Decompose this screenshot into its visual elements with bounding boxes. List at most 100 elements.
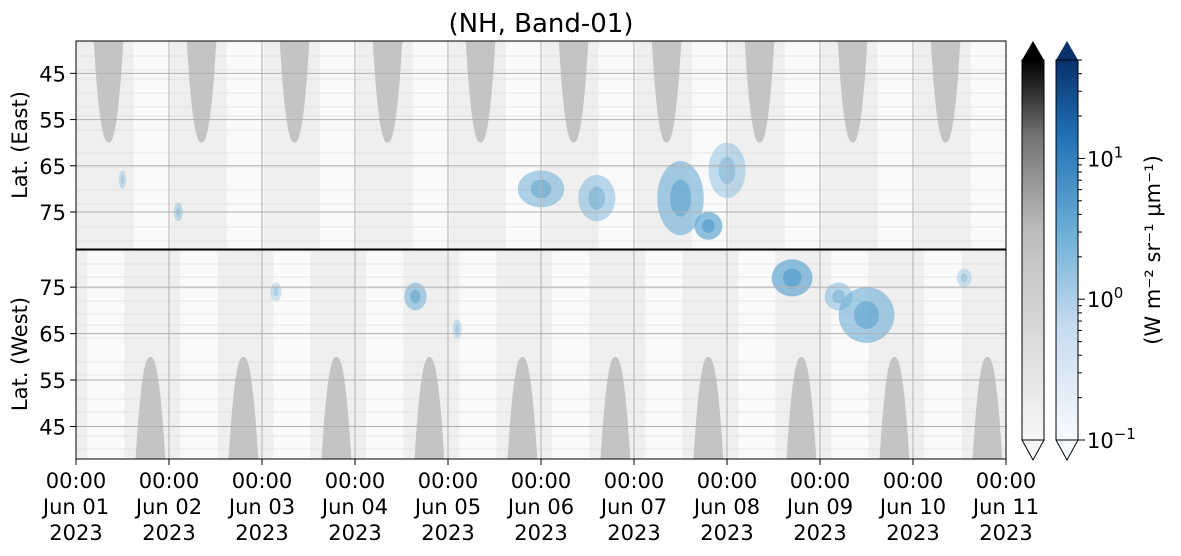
x-tick-date: Jun 03 xyxy=(227,495,295,519)
radiance-core xyxy=(702,218,715,233)
x-tick-date: Jun 10 xyxy=(878,495,946,519)
radiance-core xyxy=(120,175,125,185)
x-tick-time: 00:00 xyxy=(697,469,758,493)
mask-region xyxy=(651,41,682,143)
y-tick-label: 65 xyxy=(39,155,66,179)
x-tick-label: 00:00 Jun 11 2023 xyxy=(971,469,1039,545)
x-tick-year: 2023 xyxy=(142,521,195,545)
mask-region xyxy=(507,356,538,459)
x-tick-time: 00:00 xyxy=(139,469,200,493)
x-tick-label: 00:00 Jun 01 2023 xyxy=(41,469,109,545)
x-tick-year: 2023 xyxy=(328,521,381,545)
radiance-patch xyxy=(578,175,616,222)
x-tick-year: 2023 xyxy=(979,521,1032,545)
radiance-core xyxy=(588,186,606,210)
day-band xyxy=(133,41,171,249)
day-band xyxy=(738,250,776,459)
day-band xyxy=(226,41,264,249)
day-band xyxy=(598,41,636,249)
x-tick-time: 00:00 xyxy=(418,469,479,493)
day-band xyxy=(784,41,822,249)
radiance-patch xyxy=(657,161,704,236)
mask-region xyxy=(693,356,724,459)
mask-region xyxy=(558,41,589,143)
axes-frame-east xyxy=(75,40,1007,250)
x-tick-time: 00:00 xyxy=(790,469,851,493)
mask-region xyxy=(228,356,259,459)
radiance-core xyxy=(273,287,279,297)
mask-region xyxy=(135,356,166,459)
x-tick-date: Jun 04 xyxy=(320,495,388,519)
radiance-cell xyxy=(824,282,853,311)
radiance-patch xyxy=(118,170,127,189)
radiance-cell xyxy=(118,170,127,189)
mask-region xyxy=(837,41,868,143)
radiance-patch xyxy=(824,282,853,311)
mask-region xyxy=(186,41,217,143)
day-band xyxy=(831,250,869,459)
x-tick-time: 00:00 xyxy=(232,469,293,493)
day-band xyxy=(645,250,683,459)
day-band xyxy=(87,250,125,459)
radiance-core xyxy=(832,289,845,304)
day-band xyxy=(877,41,915,249)
radiance-patch xyxy=(771,259,813,297)
x-tick-label: 00:00 Jun 08 2023 xyxy=(692,469,760,545)
x-tick-date: Jun 08 xyxy=(692,495,760,519)
mask-region xyxy=(465,41,496,143)
radiance-cell xyxy=(956,268,972,288)
x-tick-year: 2023 xyxy=(793,521,846,545)
radiance-patch xyxy=(694,212,723,240)
x-tick-time: 00:00 xyxy=(325,469,386,493)
x-tick-time: 00:00 xyxy=(604,469,665,493)
radiance-core xyxy=(853,301,880,329)
colorbar-blue-extend-bottom xyxy=(1055,439,1079,462)
mask-region xyxy=(414,356,445,459)
radiance-patch xyxy=(838,287,895,343)
colorbar-blue-body xyxy=(1055,59,1079,441)
day-band xyxy=(273,250,311,459)
x-tick-label: 00:00 Jun 10 2023 xyxy=(878,469,946,545)
x-tick-date: Jun 05 xyxy=(413,495,481,519)
grid-layer xyxy=(75,41,1007,459)
day-band xyxy=(459,250,497,459)
radiance-patch xyxy=(452,319,462,339)
x-tick-label: 00:00 Jun 06 2023 xyxy=(506,469,574,545)
radiance-cell xyxy=(404,282,427,311)
x-tick-time: 00:00 xyxy=(883,469,944,493)
mask-region xyxy=(600,356,631,459)
x-tick-time: 00:00 xyxy=(511,469,572,493)
radiance-core xyxy=(960,273,968,283)
x-tick-date: Jun 06 xyxy=(506,495,574,519)
colorbar-blues: 10−1 100 101 xyxy=(1055,41,1136,462)
mask-region xyxy=(321,356,352,459)
x-tick-date: Jun 01 xyxy=(41,495,109,519)
day-band xyxy=(319,41,357,249)
colorbar-gray-extend-top xyxy=(1022,41,1044,60)
day-band xyxy=(552,250,590,459)
radiance-patch xyxy=(956,268,972,288)
x-tick-time: 00:00 xyxy=(46,469,107,493)
x-tick-date: Jun 09 xyxy=(785,495,853,519)
y-axis-label-east: Lat. (East) xyxy=(8,91,32,199)
x-tick-year: 2023 xyxy=(514,521,567,545)
x-tick-year: 2023 xyxy=(886,521,939,545)
y-tick-label: 75 xyxy=(39,201,66,225)
radiance-core xyxy=(782,268,802,288)
day-band xyxy=(412,41,450,249)
x-tick-label: 00:00 Jun 09 2023 xyxy=(785,469,853,545)
y-tick-label: 55 xyxy=(39,369,66,393)
day-band xyxy=(924,250,962,459)
x-tick-year: 2023 xyxy=(235,521,288,545)
x-tick-label: 00:00 Jun 02 2023 xyxy=(134,469,202,545)
y-tick-label: 65 xyxy=(39,323,66,347)
colorbar-tick-label: 101 xyxy=(1087,143,1123,171)
x-tick-label: 00:00 Jun 07 2023 xyxy=(599,469,667,545)
colorbar-gray-body xyxy=(1021,59,1045,441)
mask-region xyxy=(972,356,1003,459)
x-tick-label: 00:00 Jun 05 2023 xyxy=(413,469,481,545)
x-tick-year: 2023 xyxy=(607,521,660,545)
x-tick-time: 00:00 xyxy=(976,469,1037,493)
